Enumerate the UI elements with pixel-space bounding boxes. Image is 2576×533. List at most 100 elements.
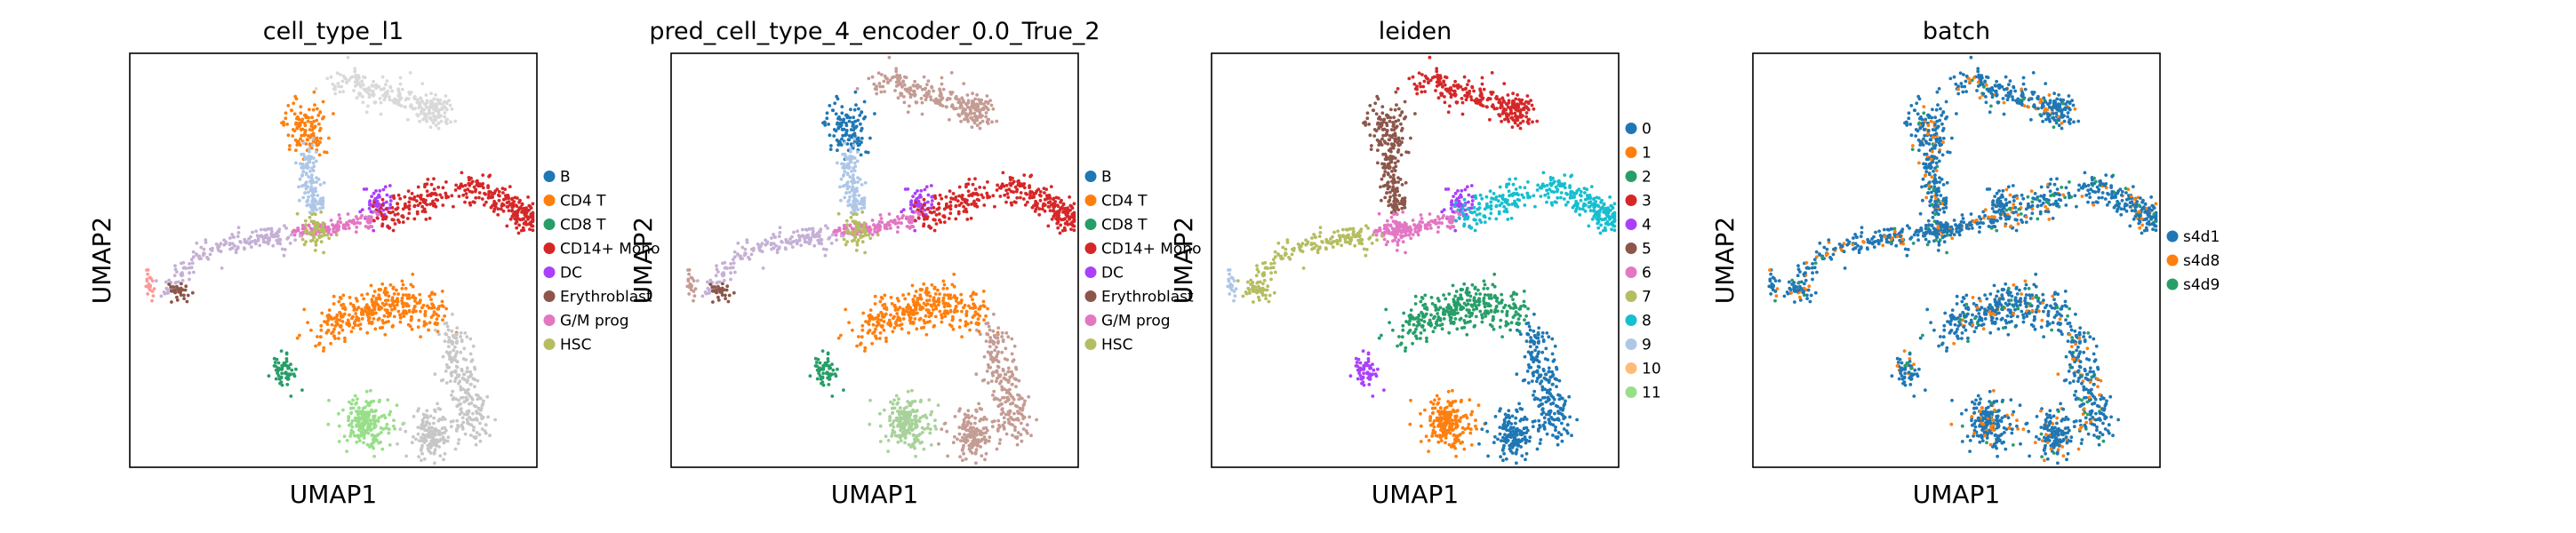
scatter-point [844, 129, 849, 132]
scatter-point [366, 431, 371, 435]
scatter-point [945, 105, 948, 109]
scatter-point [890, 76, 894, 80]
scatter-point [890, 406, 894, 410]
scatter-point [364, 303, 369, 307]
scatter-point [1372, 134, 1377, 138]
scatter-point [406, 97, 411, 101]
scatter-point [815, 377, 820, 381]
scatter-point [907, 410, 911, 415]
scatter-point [1009, 422, 1012, 426]
scatter-point [1444, 76, 1449, 80]
scatter-point [336, 224, 340, 227]
scatter-point [965, 93, 970, 97]
scatter-point [476, 397, 480, 402]
scatter-point [387, 427, 391, 432]
scatter-point [1387, 138, 1391, 142]
scatter-point [512, 200, 516, 203]
scatter-point [302, 307, 307, 312]
scatter-point [484, 200, 488, 204]
scatter-point [438, 98, 443, 102]
scatter-point [288, 242, 292, 245]
scatter-point [530, 219, 533, 224]
scatter-point [1488, 117, 1492, 122]
scatter-point [973, 187, 978, 191]
scatter-point [902, 312, 907, 316]
scatter-point [259, 227, 263, 232]
scatter-point [951, 327, 956, 331]
scatter-point [922, 447, 926, 451]
scatter-point [729, 271, 732, 275]
scatter-point [997, 442, 1002, 445]
scatter-point [446, 195, 451, 199]
scatter-point [968, 328, 972, 332]
scatter-point [372, 419, 377, 424]
scatter-point [388, 184, 392, 187]
scatter-point [828, 147, 833, 152]
scatter-point [300, 388, 304, 392]
scatter-point [895, 76, 900, 79]
scatter-point [407, 308, 412, 313]
scatter-point [855, 141, 860, 145]
scatter-point [310, 166, 314, 171]
scatter-point [883, 306, 886, 310]
scatter-point [310, 208, 315, 212]
scatter-point [1500, 119, 1503, 123]
scatter-point [1012, 411, 1016, 416]
scatter-point [1004, 432, 1009, 436]
scatter-point [349, 330, 354, 334]
scatter-point [868, 136, 872, 140]
scatter-point [380, 197, 385, 202]
scatter-point [432, 177, 436, 181]
scatter-point [903, 187, 908, 191]
scatter-point [1009, 402, 1012, 406]
scatter-point [998, 381, 1002, 386]
scatter-point [420, 210, 425, 213]
scatter-point [440, 290, 444, 293]
scatter-point [465, 380, 469, 385]
scatter-point [1409, 136, 1412, 140]
scatter-point [428, 125, 433, 130]
scatter-point [471, 411, 475, 416]
scatter-point [480, 183, 484, 187]
scatter-point [1502, 82, 1507, 85]
scatter-point [307, 155, 311, 158]
scatter-point [929, 184, 933, 187]
scatter-point [932, 307, 935, 312]
scatter-point [426, 178, 430, 181]
scatter-point [1062, 226, 1067, 230]
scatter-point [261, 237, 266, 242]
scatter-point [979, 332, 982, 337]
scatter-point [510, 197, 514, 202]
scatter-point [837, 115, 841, 119]
scatter-point [429, 91, 433, 96]
scatter-point [889, 423, 892, 427]
scatter-point [462, 400, 467, 404]
scatter-point [362, 421, 365, 425]
scatter-point [271, 243, 276, 248]
scatter-point [836, 148, 839, 153]
scatter-point [348, 434, 352, 438]
scatter-point [478, 421, 482, 426]
scatter-point [1460, 97, 1464, 100]
scatter-point [989, 379, 994, 383]
scatter-point [888, 415, 892, 418]
scatter-point [313, 212, 317, 217]
scatter-point [346, 318, 350, 322]
scatter-point [930, 199, 934, 203]
scatter-point [254, 229, 258, 234]
legend-label: CD4 T [560, 193, 606, 211]
scatter-point [429, 182, 434, 187]
scatter-point [300, 133, 304, 138]
scatter-point [163, 291, 167, 296]
scatter-point [908, 315, 912, 320]
scatter-point [971, 118, 975, 122]
scatter-point [310, 123, 314, 127]
scatter-point [922, 282, 926, 286]
scatter-point [309, 155, 314, 159]
scatter-point [442, 441, 446, 444]
scatter-point [901, 208, 906, 212]
scatter-point [345, 80, 348, 84]
scatter-point [355, 225, 359, 229]
scatter-point [876, 318, 881, 322]
scatter-point [937, 442, 940, 446]
